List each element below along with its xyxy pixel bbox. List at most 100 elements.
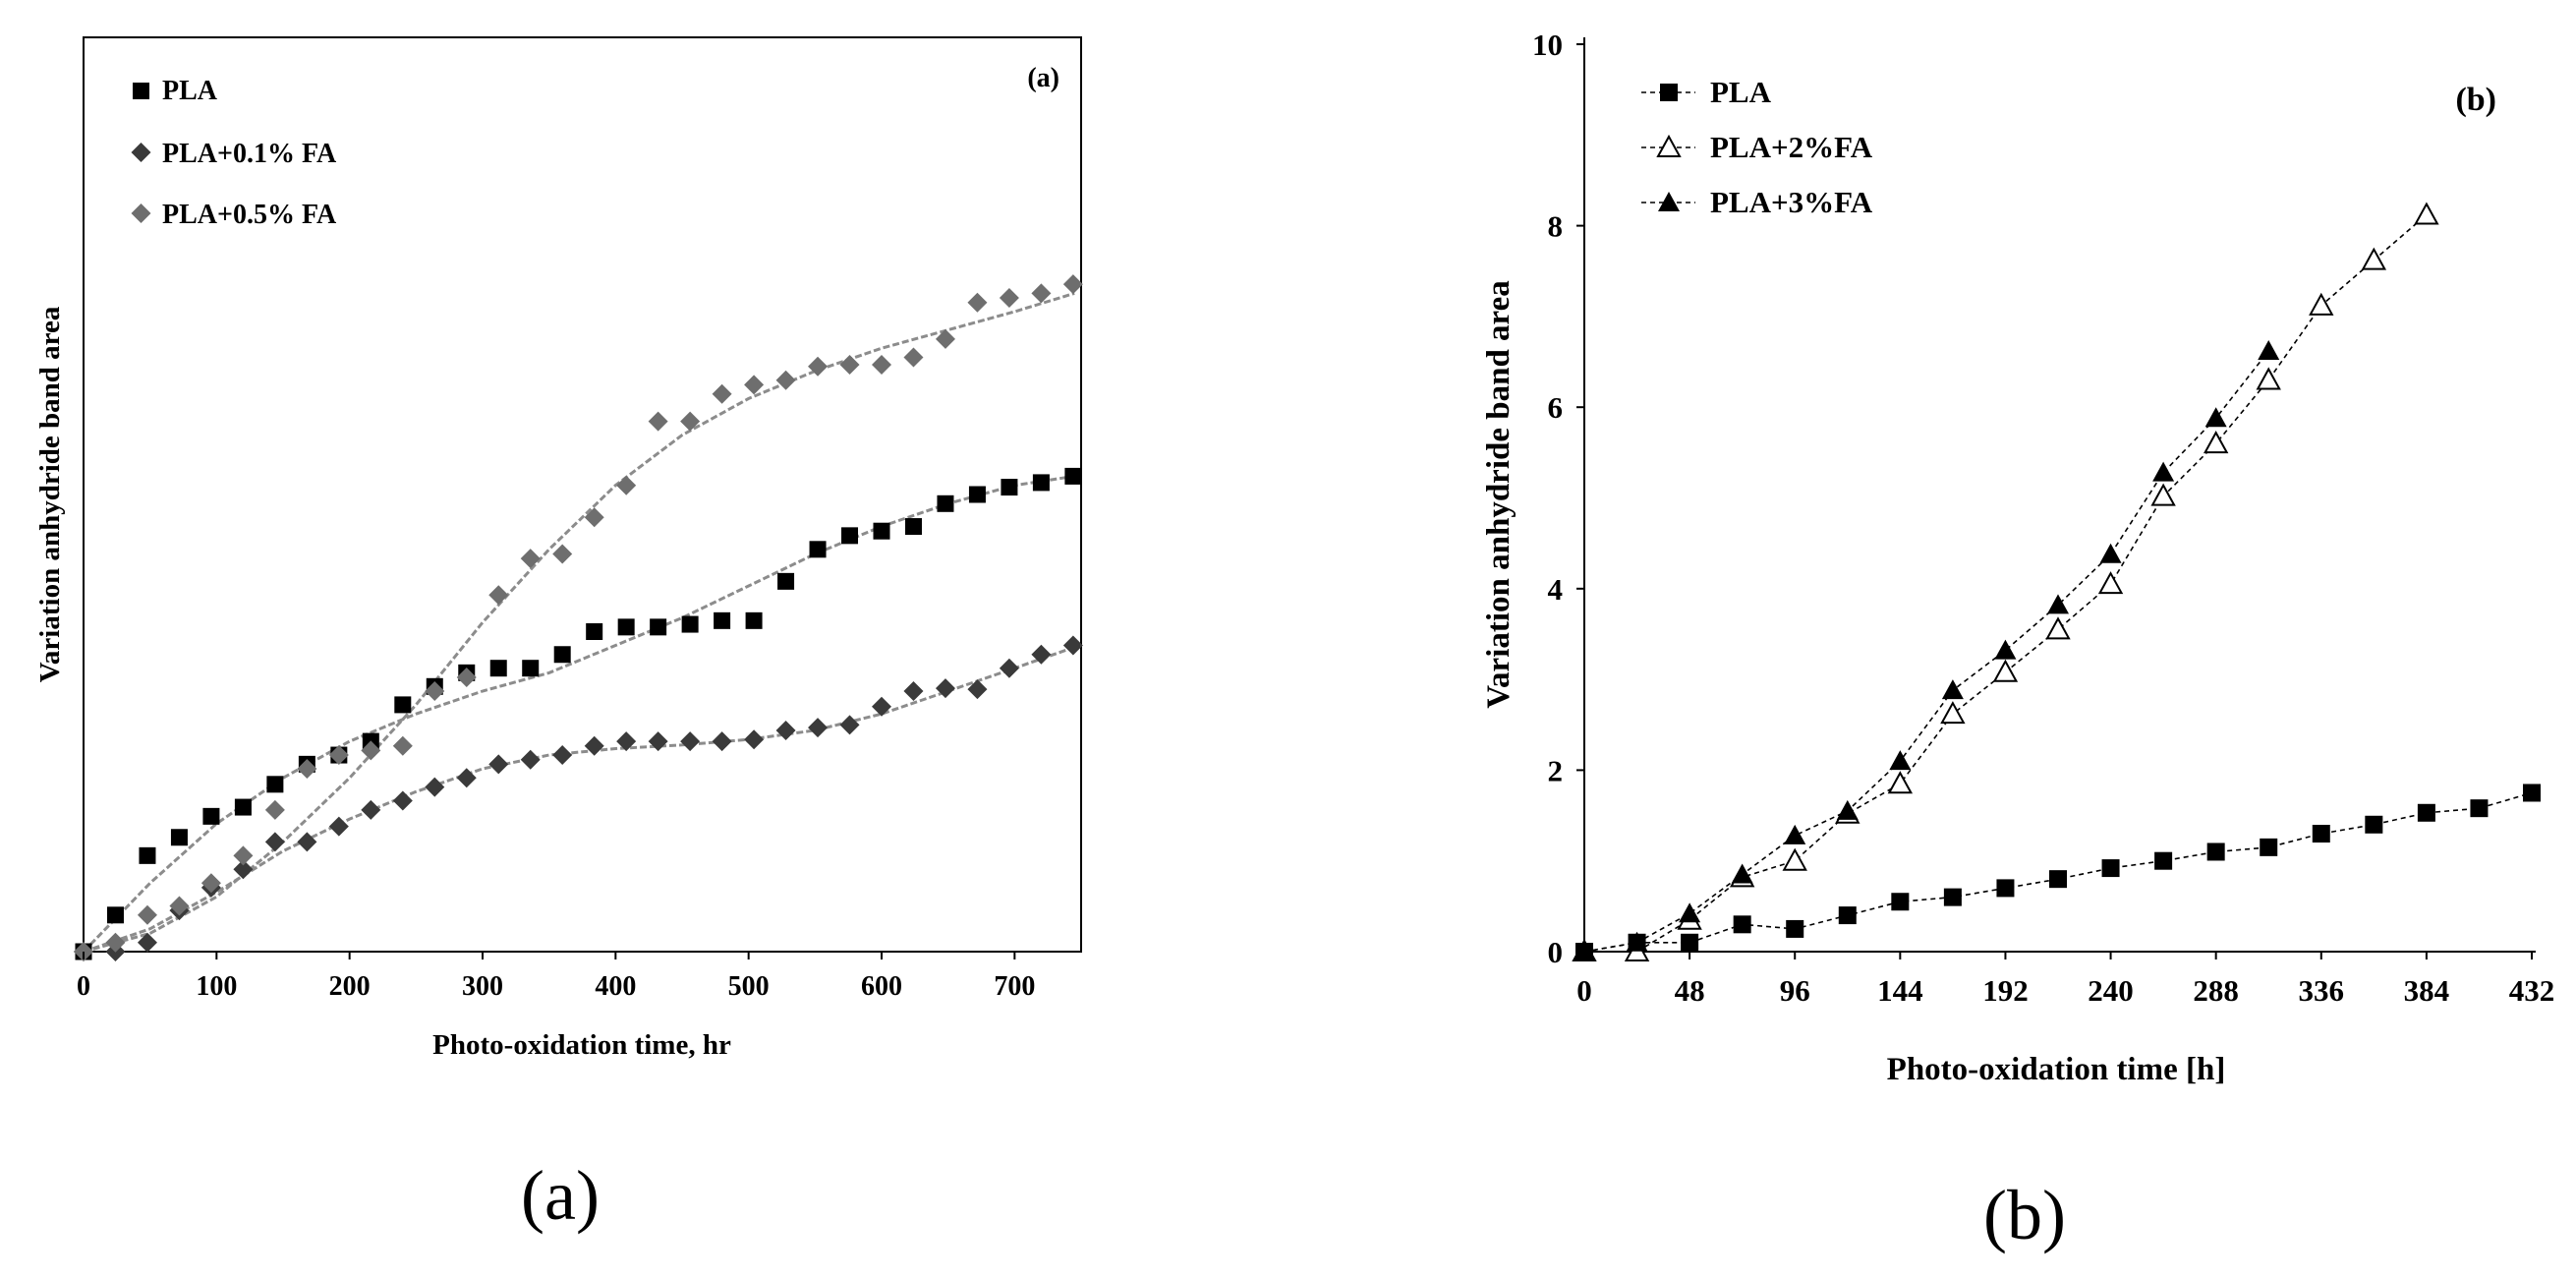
- trend-line-pla: [82, 474, 1075, 954]
- data-point: [744, 375, 765, 395]
- data-point: [170, 829, 188, 846]
- data-point: [2152, 461, 2175, 482]
- data-point: [202, 807, 220, 825]
- trend-line-pla-0-5-fa: [83, 291, 1075, 954]
- y-tick-label: 8: [1548, 209, 1564, 244]
- legend-marker-pla-0-1-fa: [131, 143, 151, 162]
- data-point: [425, 777, 445, 797]
- x-tick-label: 600: [861, 971, 902, 1002]
- x-tick-label: 240: [2088, 973, 2134, 1008]
- panel-b-data-points: [1572, 202, 2541, 961]
- data-point: [520, 549, 541, 569]
- data-point: [808, 718, 829, 738]
- panel-b-corner-label: (b): [2455, 82, 2496, 118]
- data-point: [520, 749, 541, 770]
- data-point: [1786, 919, 1804, 938]
- data-point: [233, 859, 254, 880]
- data-point: [1679, 902, 1701, 923]
- data-point: [1891, 893, 1910, 911]
- data-point: [777, 572, 795, 590]
- data-point: [1940, 701, 1966, 725]
- data-point: [680, 411, 701, 432]
- data-point: [968, 486, 986, 503]
- data-point: [297, 759, 317, 779]
- data-point: [456, 668, 477, 687]
- legend-label-pla: PLA: [162, 76, 218, 106]
- panel-a-plot-frame: [83, 36, 1082, 953]
- x-tick-label: 200: [329, 971, 371, 1002]
- data-point: [775, 720, 796, 740]
- panel-b-x-axis-label: Photo-oxidation time [h]: [1887, 1052, 2226, 1087]
- data-point: [648, 411, 668, 432]
- panel-a: 0 100 200 300 400 500 600 700 PLA PLA+0.1% FA P…: [34, 36, 1083, 1235]
- data-point: [2204, 407, 2227, 428]
- data-point: [872, 696, 891, 717]
- data-point: [967, 292, 988, 313]
- data-point: [2203, 431, 2229, 454]
- data-point: [456, 768, 477, 788]
- data-point: [616, 731, 637, 752]
- data-point: [1062, 635, 1083, 656]
- data-point: [935, 328, 955, 349]
- x-tick-label: 0: [1576, 973, 1592, 1008]
- series-line-pla-2-fa: [1584, 213, 2428, 953]
- data-point: [2206, 843, 2225, 861]
- data-point: [903, 680, 924, 701]
- data-point: [1574, 941, 1595, 960]
- legend-marker-pla-3fa: [1658, 192, 1680, 211]
- x-tick-label: 288: [2193, 973, 2239, 1008]
- panel-b-y-axis-label: Variation anhydride band area: [1481, 280, 1517, 709]
- x-tick-label: 700: [994, 971, 1035, 1002]
- series-pla: [1575, 784, 2541, 960]
- data-point: [234, 798, 252, 816]
- data-point: [1626, 931, 1648, 952]
- data-point: [839, 354, 860, 375]
- x-tick-label: 432: [2509, 973, 2555, 1008]
- panel-b: 0 2 4 6 8 10 0 48 96 144 192 240 288 336 384 432 PLA P…: [1481, 28, 2554, 1254]
- data-point: [169, 896, 190, 916]
- data-point: [1992, 659, 2019, 682]
- legend-marker-pla: [133, 83, 149, 99]
- data-point: [904, 518, 922, 536]
- panel-a-x-ticks: 0 100 200 300 400 500 600 700: [77, 952, 1035, 1002]
- data-point: [2097, 571, 2124, 595]
- panel-b-legend: PLA PLA+2%FA PLA+3%FA: [1641, 75, 1873, 219]
- panel-b-x-ticks: 0 48 96 144 192 240 288 336 384 432: [1576, 952, 2554, 1008]
- data-point: [650, 618, 667, 636]
- panel-a-legend: PLA PLA+0.1% FA PLA+0.5% FA: [131, 76, 337, 230]
- data-point: [105, 932, 126, 953]
- data-point: [1996, 879, 2015, 898]
- x-tick-label: 336: [2299, 973, 2345, 1008]
- data-point: [137, 904, 157, 925]
- data-point: [1887, 771, 1914, 794]
- data-point: [488, 585, 509, 606]
- y-tick-label: 4: [1548, 572, 1564, 607]
- series-pla-2-fa: [1572, 202, 2439, 961]
- data-point: [2417, 803, 2435, 822]
- data-point: [586, 623, 603, 640]
- data-point: [841, 527, 859, 545]
- panel-a-trend-lines: [82, 291, 1075, 954]
- x-tick-label: 0: [77, 971, 90, 1002]
- data-point: [1681, 933, 1699, 952]
- data-point: [2523, 784, 2541, 802]
- x-tick-label: 48: [1675, 973, 1705, 1008]
- data-point: [2150, 483, 2176, 506]
- x-tick-label: 144: [1877, 973, 1923, 1008]
- data-point: [328, 816, 349, 837]
- data-point: [297, 832, 317, 852]
- x-tick-label: 500: [728, 971, 770, 1002]
- data-point: [361, 799, 381, 820]
- data-point: [999, 658, 1019, 678]
- data-point: [1889, 750, 1912, 771]
- data-point: [1838, 906, 1857, 925]
- data-point: [839, 715, 860, 735]
- data-point: [2312, 825, 2330, 843]
- data-point: [1731, 863, 1753, 884]
- data-point: [139, 846, 156, 864]
- data-point: [1836, 799, 1859, 820]
- data-point: [2045, 616, 2071, 640]
- data-point: [552, 745, 573, 766]
- data-point: [775, 370, 796, 390]
- data-point: [328, 745, 349, 766]
